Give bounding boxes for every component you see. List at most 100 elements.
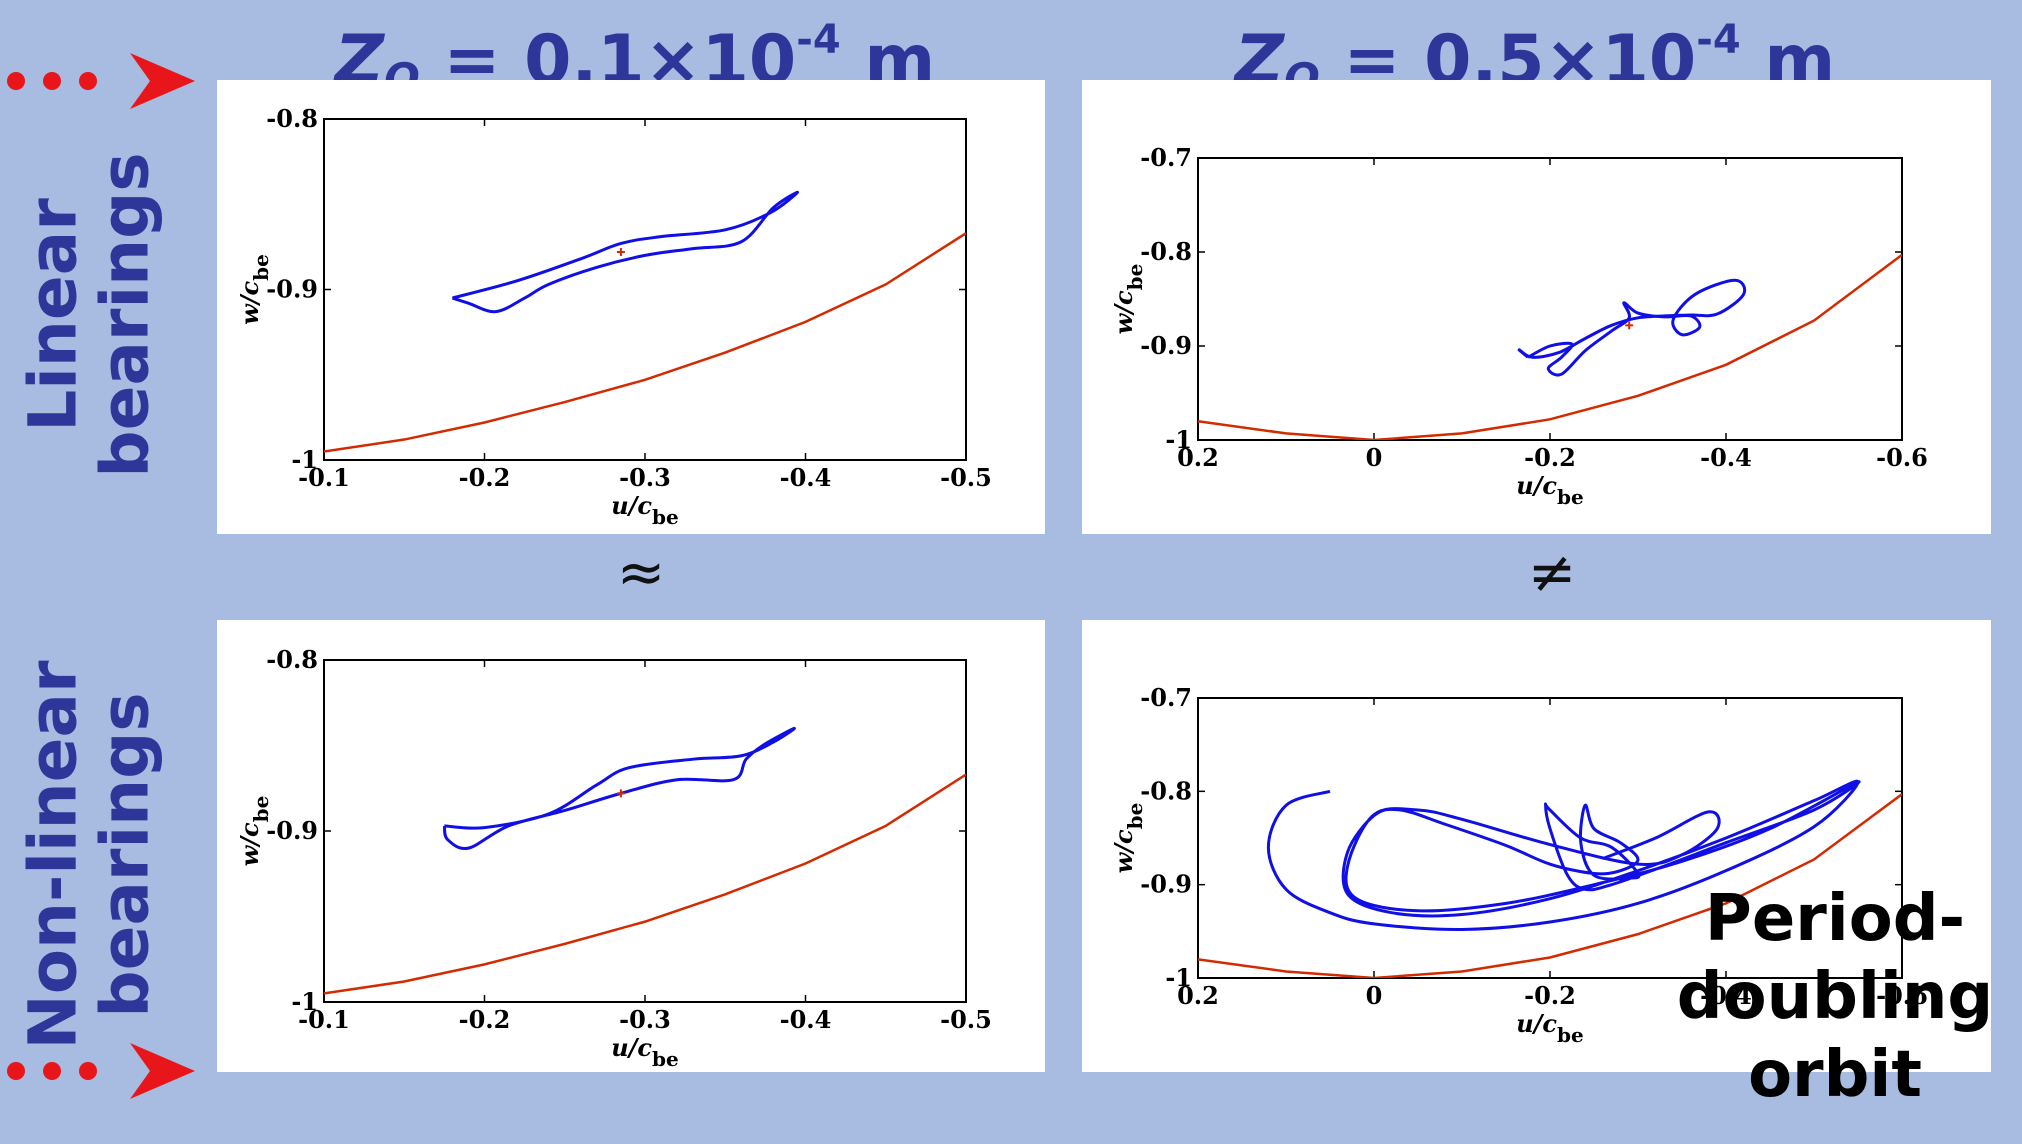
x-axis-label-sub: be: [652, 1047, 679, 1071]
y-tick-label: -1: [1165, 963, 1192, 992]
x-tick-label: 0: [1366, 443, 1383, 472]
arrow-bottom: [7, 1043, 195, 1099]
y-axis-label-main: w/c: [1109, 829, 1138, 873]
y-axis-label: w/cbe: [235, 254, 273, 325]
period-doubling-annotation: Period- doubling orbit: [1670, 880, 2000, 1114]
x-axis-label-main: u/c: [1516, 471, 1557, 500]
y-axis-label: w/cbe: [1109, 803, 1147, 874]
y-axis-label-main: w/c: [235, 822, 264, 866]
orbit-curve: [442, 726, 796, 851]
x-axis-label-main: u/c: [611, 1033, 652, 1062]
orbit-curve: [451, 190, 799, 314]
orbit-curve: [1517, 278, 1747, 377]
x-tick-label: -0.2: [459, 1005, 511, 1034]
y-tick-label: -0.8: [266, 645, 318, 674]
boundary-curve: [324, 232, 966, 453]
center-marker: [616, 789, 625, 798]
arrow-dot: [43, 1062, 61, 1080]
x-axis-label: u/cbe: [1516, 1009, 1584, 1047]
x-tick-label: -0.1: [298, 1005, 350, 1034]
row-label-linear: Linear bearings: [10, 90, 170, 540]
x-tick-label: -0.2: [1524, 443, 1576, 472]
chart-panel-nonlinear-z05: 0.2 0 -0.2 -0.4 -0.6 -1 -0.9 -0.8 -0.7 u/cbe w/cbe: [1082, 620, 1991, 1072]
y-axis-label-sub: be: [1123, 264, 1147, 291]
center-marker: [1625, 321, 1634, 330]
x-tick-label: -0.4: [780, 1005, 832, 1034]
orbit-curve: [1266, 779, 1861, 931]
y-tick-label: -1: [291, 445, 318, 474]
y-tick-label: -0.8: [266, 104, 318, 133]
row-label-linear-line1: Linear: [15, 198, 93, 432]
y-axis-label: w/cbe: [235, 796, 273, 867]
x-axis-label-sub: be: [652, 505, 679, 529]
x-tick-label: 0: [1366, 981, 1383, 1010]
arrow-head: [130, 53, 195, 109]
x-axis-label-main: u/c: [1516, 1009, 1557, 1038]
y-axis-label-main: w/c: [235, 280, 264, 324]
y-tick-label: -0.7: [1140, 683, 1192, 712]
x-tick-label: -0.4: [1700, 981, 1752, 1010]
x-axis-label-main: u/c: [611, 491, 652, 520]
x-tick-label: 0.2: [1177, 981, 1219, 1010]
boundary-curve: [1198, 253, 1902, 440]
y-axis-label: w/cbe: [1109, 264, 1147, 335]
x-tick-label: -0.1: [298, 463, 350, 492]
chart-panel-nonlinear-z01: -0.1 -0.2 -0.3 -0.4 -0.5 -1 -0.9 -0.8 u/cbe w/cbe: [217, 620, 1045, 1072]
center-marker: [616, 247, 625, 256]
y-axis-label-sub: be: [249, 254, 273, 281]
y-tick-label: -0.9: [266, 275, 318, 304]
boundary-curve: [324, 773, 966, 995]
plot-frame: [1197, 157, 1903, 441]
arrow-top: [7, 53, 195, 109]
annotation-line3: orbit: [1748, 1038, 1922, 1112]
plot-frame: [323, 659, 967, 1003]
x-axis-label: u/cbe: [1516, 471, 1584, 509]
arrow-dot: [7, 72, 25, 90]
x-axis-label: u/cbe: [611, 491, 679, 529]
x-tick-label: -0.2: [459, 463, 511, 492]
y-tick-label: -0.9: [1140, 331, 1192, 360]
row-label-nonlinear-line2: bearings: [87, 692, 165, 1018]
y-tick-label: -0.9: [266, 816, 318, 845]
chart-panel-linear-z01: -0.1 -0.2 -0.3 -0.4 -0.5 -1 -0.9 -0.8 u/cbe w/cbe: [217, 80, 1045, 534]
y-axis-label-sub: be: [1123, 803, 1147, 830]
arrow-dot: [79, 72, 97, 90]
annotation-line1: Period-: [1704, 882, 1966, 956]
y-tick-label: -0.8: [1140, 776, 1192, 805]
y-tick-label: -0.7: [1140, 143, 1192, 172]
row-label-nonlinear-line1: Non-linear: [15, 660, 93, 1050]
arrow-dot: [7, 1062, 25, 1080]
y-tick-label: -0.8: [1140, 237, 1192, 266]
x-tick-label: -0.2: [1524, 981, 1576, 1010]
x-axis-label: u/cbe: [611, 1033, 679, 1071]
chart-panel-linear-z05: 0.2 0 -0.2 -0.4 -0.6 -1 -0.9 -0.8 -0.7 u/cbe w/cbe: [1082, 80, 1991, 534]
x-tick-label: -0.5: [940, 1005, 992, 1034]
row-label-linear-line2: bearings: [87, 152, 165, 478]
column-title-left: ZO = 0.1×10-4 m: [334, 17, 936, 103]
x-tick-label: -0.3: [619, 463, 671, 492]
column-title-right: ZO = 0.5×10-4 m: [1234, 17, 1836, 103]
plot-frame: [323, 118, 967, 461]
x-tick-label: -0.4: [1700, 443, 1752, 472]
relation-approx: ≈: [616, 538, 666, 606]
x-tick-label: 0.2: [1177, 443, 1219, 472]
x-tick-label: -0.6: [1876, 981, 1928, 1010]
y-tick-label: -1: [291, 987, 318, 1016]
relation-not-equal: ≠: [1527, 538, 1577, 606]
annotation-line2: doubling: [1676, 960, 1994, 1034]
x-tick-label: -0.3: [619, 1005, 671, 1034]
row-label-nonlinear: Non-linear bearings: [10, 620, 170, 1090]
arrow-dot: [43, 72, 61, 90]
arrow-head: [130, 1043, 195, 1099]
x-tick-label: -0.6: [1876, 443, 1928, 472]
y-tick-label: -0.9: [1140, 870, 1192, 899]
x-tick-label: -0.4: [780, 463, 832, 492]
x-tick-label: -0.5: [940, 463, 992, 492]
y-axis-label-sub: be: [249, 796, 273, 823]
x-axis-label-sub: be: [1557, 1023, 1584, 1047]
boundary-curve: [1198, 793, 1902, 978]
